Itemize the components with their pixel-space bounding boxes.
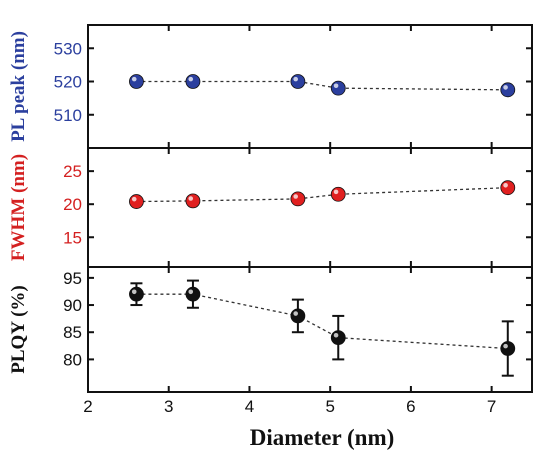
pl-peak-data-point [129, 74, 144, 89]
pl-peak-y-tick-label: 510 [54, 106, 82, 125]
x-tick-label: 3 [164, 397, 173, 416]
x-tick-label: 6 [406, 397, 415, 416]
fwhm-y-axis-title: FWHM (nm) [8, 154, 29, 261]
fwhm-y-tick-label: 25 [63, 162, 82, 181]
fwhm-data-point [290, 191, 306, 207]
pl-peak-data-point [330, 80, 346, 96]
fwhm-y-tick-label: 20 [63, 195, 82, 214]
pl-peak-panel: 510 520 530 PL peak (nm) [8, 24, 533, 149]
pl-peak-y-tick-label: 530 [54, 39, 82, 58]
plqy-y-tick-label: 85 [63, 323, 82, 342]
plqy-data-point [129, 286, 144, 302]
pl-peak-data-point [290, 74, 306, 89]
plqy-y-tick-label: 90 [63, 296, 82, 315]
plqy-data-point [330, 330, 346, 346]
fwhm-frame [87, 147, 533, 268]
x-tick-label: 2 [83, 397, 92, 416]
plqy-frame [87, 266, 533, 393]
fwhm-series-line [136, 187, 508, 203]
pl-peak-data-point [500, 82, 516, 98]
plqy-y-tick-label: 80 [63, 350, 82, 369]
plqy-y-tick-label: 95 [63, 269, 82, 288]
plqy-data-point [500, 341, 516, 356]
pl-peak-frame [87, 24, 533, 149]
plqy-y-axis-title: PLQY (%) [8, 285, 29, 373]
pl-peak-series-line [136, 80, 508, 91]
x-tick-label: 4 [245, 397, 254, 416]
pl-peak-y-tick-label: 520 [54, 73, 82, 92]
fwhm-panel: 15 20 25 FWHM (nm) [8, 147, 533, 268]
x-axis-title: Diameter (nm) [250, 425, 395, 450]
plqy-data-point [290, 308, 306, 324]
plqy-panel: 80 85 90 95 2 3 4 5 6 7 PLQY (%) [8, 266, 533, 416]
pl-peak-data-point [185, 74, 201, 89]
fwhm-data-point [500, 180, 516, 196]
pl-peak-y-axis-title: PL peak (nm) [8, 31, 29, 142]
fwhm-y-tick-label: 15 [63, 228, 82, 247]
fwhm-data-point [185, 193, 201, 209]
fwhm-data-point [129, 194, 144, 209]
x-tick-label: 5 [325, 397, 334, 416]
fwhm-data-point [330, 186, 346, 202]
plqy-data-point [185, 286, 201, 302]
x-tick-label: 7 [487, 397, 496, 416]
